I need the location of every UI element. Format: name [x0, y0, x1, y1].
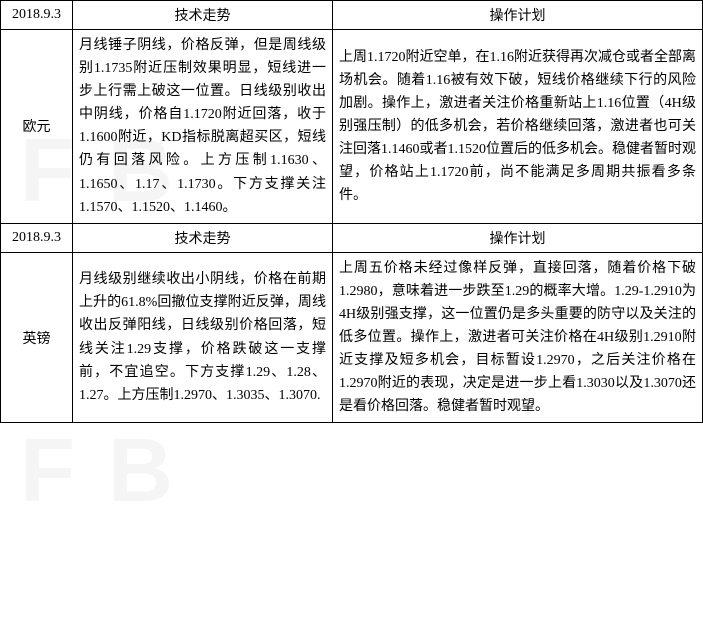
tech-cell: 月线锤子阴线，价格反弹，但是周线级别1.1735附近压制效果明显，短线进一步上行…: [73, 30, 333, 224]
header-date: 2018.9.3: [1, 1, 73, 30]
instrument-name: 英镑: [1, 252, 73, 423]
table-header-row: 2018.9.3 技术走势 操作计划: [1, 223, 703, 252]
plan-cell: 上周五价格未经过像样反弹，直接回落，随着价格下破1.2980，意味着进一步跌至1…: [333, 252, 703, 423]
header-tech: 技术走势: [73, 223, 333, 252]
header-plan: 操作计划: [333, 1, 703, 30]
header-tech: 技术走势: [73, 1, 333, 30]
analysis-table: 2018.9.3 技术走势 操作计划 欧元 月线锤子阴线，价格反弹，但是周线级别…: [0, 0, 703, 423]
header-plan: 操作计划: [333, 223, 703, 252]
table-row: 欧元 月线锤子阴线，价格反弹，但是周线级别1.1735附近压制效果明显，短线进一…: [1, 30, 703, 224]
plan-cell: 上周1.1720附近空单，在1.16附近获得再次减仓或者全部离场机会。随着1.1…: [333, 30, 703, 224]
tech-cell: 月线级别继续收出小阴线，价格在前期上升的61.8%回撤位支撑附近反弹，周线收出反…: [73, 252, 333, 423]
instrument-name: 欧元: [1, 30, 73, 224]
table-row: 英镑 月线级别继续收出小阴线，价格在前期上升的61.8%回撤位支撑附近反弹，周线…: [1, 252, 703, 423]
watermark: F B: [20, 420, 177, 523]
header-date: 2018.9.3: [1, 223, 73, 252]
table-header-row: 2018.9.3 技术走势 操作计划: [1, 1, 703, 30]
